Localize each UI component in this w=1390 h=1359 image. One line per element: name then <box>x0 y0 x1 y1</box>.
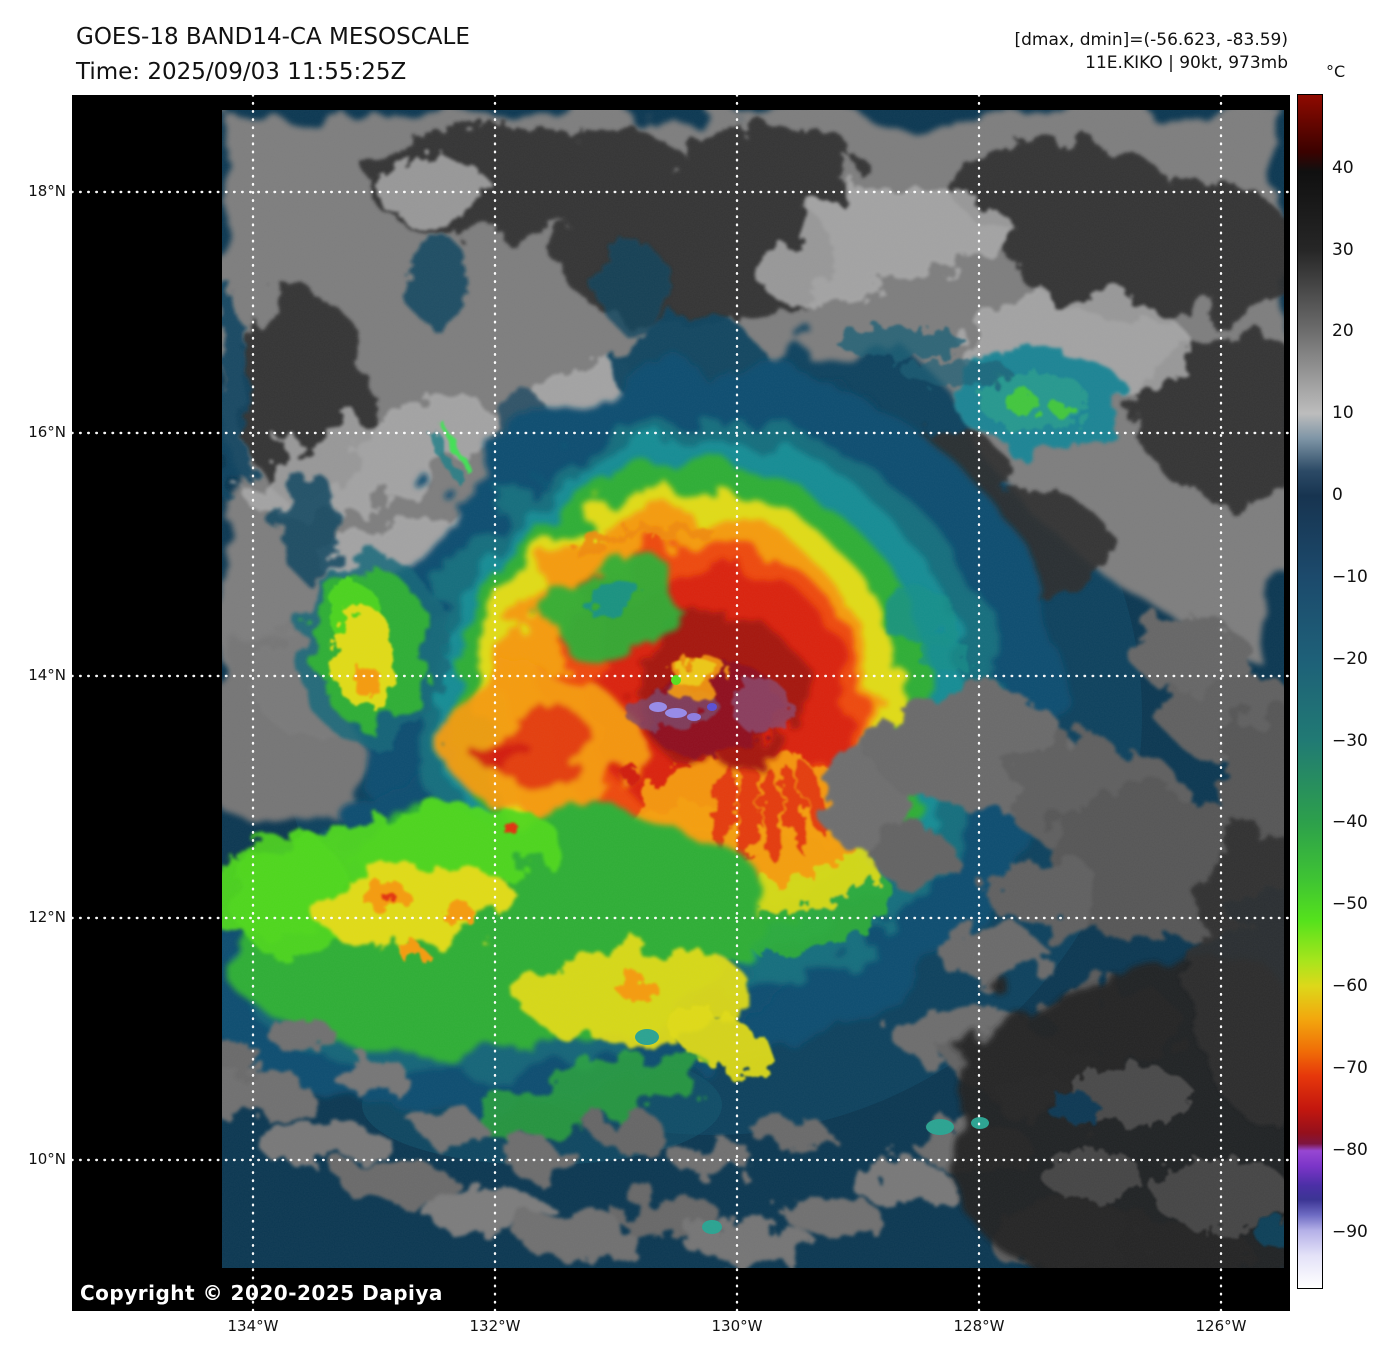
colorbar-tick-label: −50 <box>1332 894 1368 915</box>
copyright-notice: Copyright © 2020-2025 Dapiya <box>80 1281 443 1305</box>
colorbar-tick-label: 20 <box>1332 321 1354 342</box>
lat-tick-label: 14°N <box>28 666 66 684</box>
lon-tick-label: 134°W <box>227 1317 279 1335</box>
colorbar-tick-label: −90 <box>1332 1221 1368 1242</box>
page-title: GOES-18 BAND14-CA MESOSCALE <box>76 24 470 50</box>
lat-tick-label: 18°N <box>28 182 66 200</box>
timestamp: Time: 2025/09/03 11:55:25Z <box>76 59 407 85</box>
colorbar-tick-label: 30 <box>1332 239 1354 260</box>
colorbar <box>1297 94 1323 1289</box>
lat-tick-label: 12°N <box>28 908 66 926</box>
colorbar-tick-label: 0 <box>1332 485 1343 506</box>
satellite-image-plot <box>72 95 1290 1311</box>
lat-tick-label: 10°N <box>28 1150 66 1168</box>
colorbar-tick-label: −30 <box>1332 730 1368 751</box>
lon-tick-label: 132°W <box>469 1317 521 1335</box>
storm-info-annotation: 11E.KIKO | 90kt, 973mb <box>1085 53 1288 73</box>
satellite-imagery <box>72 95 1290 1311</box>
colorbar-tick-label: −70 <box>1332 1058 1368 1078</box>
colorbar-tick-label: 10 <box>1332 403 1354 424</box>
colorbar-tick-label: −20 <box>1332 648 1368 669</box>
dmax-dmin-annotation: [dmax, dmin]=(-56.623, -83.59) <box>1014 30 1289 50</box>
lon-tick-label: 130°W <box>711 1317 763 1335</box>
lon-tick-label: 126°W <box>1195 1317 1247 1335</box>
colorbar-tick-label: −10 <box>1332 566 1368 587</box>
colorbar-tick-label: 40 <box>1332 157 1354 178</box>
graticule-gridlines <box>72 95 1290 1311</box>
colorbar-tick-label: −60 <box>1332 976 1368 997</box>
title-block: GOES-18 BAND14-CA MESOSCALE Time: 2025/09… <box>76 20 470 90</box>
colorbar-tick-label: −80 <box>1332 1139 1368 1160</box>
lat-tick-label: 16°N <box>28 423 66 441</box>
lon-tick-label: 128°W <box>953 1317 1005 1335</box>
colorbar-unit-label: °C <box>1326 62 1346 81</box>
colorbar-tick-label: −40 <box>1332 812 1368 833</box>
sensor-grain-overlay <box>222 110 1284 1268</box>
annotation-block: [dmax, dmin]=(-56.623, -83.59) 11E.KIKO |… <box>1015 29 1289 75</box>
data-swath <box>222 110 1284 1268</box>
